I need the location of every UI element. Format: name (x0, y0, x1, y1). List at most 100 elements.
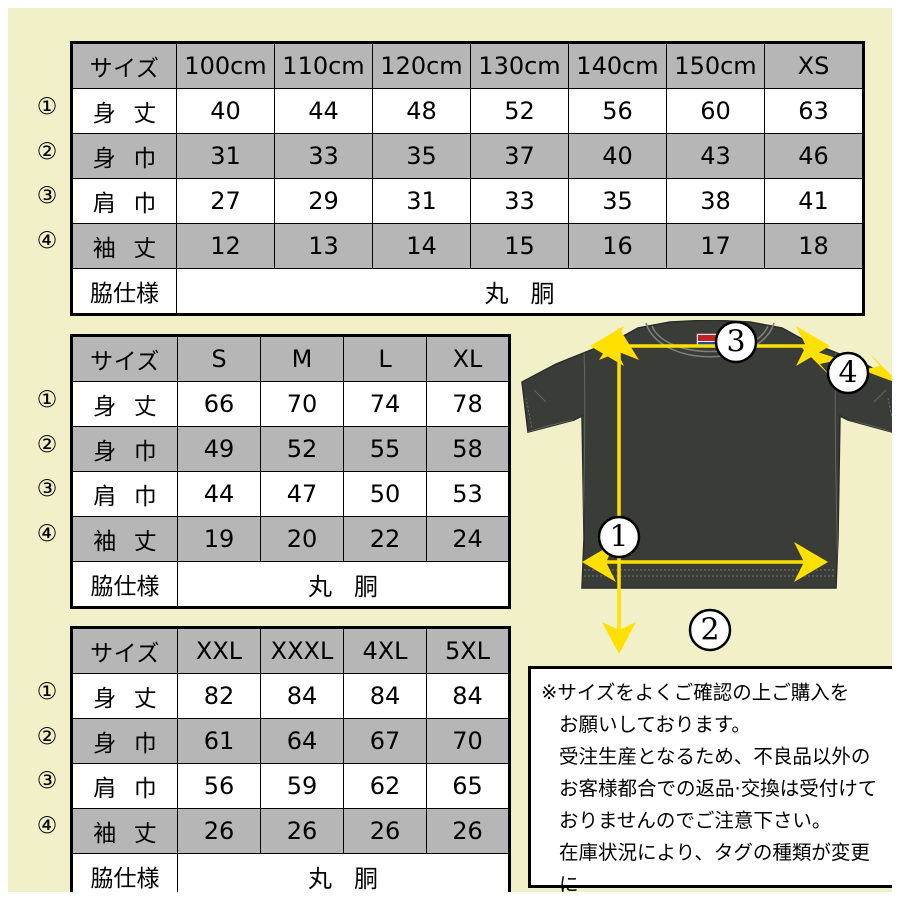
header-size-120cm: 120cm (372, 42, 471, 89)
table-row: 身 丈 66 70 74 78 (71, 381, 510, 427)
cell-sleeve-length-5xl: 26 (426, 808, 510, 854)
callout-body-length: 1 (597, 515, 641, 559)
callout-body-width: 2 (688, 608, 732, 652)
cell-sleeve-length-xxxl: 26 (260, 808, 344, 854)
callout-shoulder-width: 3 (714, 320, 758, 364)
row-label-body-width: 身 巾 (71, 718, 178, 764)
header-size-m: M (260, 335, 344, 382)
cell-body-width-5xl: 70 (426, 718, 510, 764)
row-label-sleeve-length: 袖 丈 (71, 223, 177, 269)
cell-shoulder-width-100cm: 27 (176, 178, 275, 224)
row-label-shoulder-width: 肩 巾 (71, 178, 177, 224)
marker-three-kids: ③ (36, 183, 58, 209)
header-size-label: サイズ (71, 42, 177, 89)
table-row: 身 丈 82 84 84 84 (71, 673, 510, 719)
row-label-body-width: 身 巾 (71, 133, 177, 179)
cell-body-length-5xl: 84 (426, 673, 510, 719)
table-row: 肩 巾 44 47 50 53 (71, 471, 510, 517)
cell-shoulder-width-xxxl: 59 (260, 763, 344, 809)
cell-body-length-xs: 63 (764, 88, 864, 134)
note-line-5: おりませんのでご注意下さい。 (559, 809, 832, 832)
header-size-s: S (177, 335, 261, 382)
header-size-xl: XL (426, 335, 510, 382)
cell-shoulder-width-130cm: 33 (470, 178, 569, 224)
cell-sleeve-length-120cm: 14 (372, 223, 471, 269)
header-size-110cm: 110cm (274, 42, 373, 89)
cell-sleeve-length-xl: 24 (426, 516, 510, 562)
cell-sleeve-length-4xl: 26 (343, 808, 427, 854)
marker-three-adult: ③ (36, 476, 58, 502)
cell-body-length-110cm: 44 (274, 88, 373, 134)
row-label-side-spec: 脇仕様 (71, 853, 178, 892)
cell-sleeve-length-m: 20 (260, 516, 344, 562)
size-table-kids: サイズ 100cm 110cm 120cm 130cm 140cm 150cm … (70, 41, 865, 316)
cell-body-length-m: 70 (260, 381, 344, 427)
table-row: 身 丈 40 44 48 52 56 60 63 (71, 88, 864, 134)
row-label-sleeve-length: 袖 丈 (71, 516, 178, 562)
cell-shoulder-width-120cm: 31 (372, 178, 471, 224)
row-label-shoulder-width: 肩 巾 (71, 471, 178, 517)
header-size-150cm: 150cm (666, 42, 765, 89)
table-row: 身 巾 49 52 55 58 (71, 426, 510, 472)
cell-body-width-100cm: 31 (176, 133, 275, 179)
cell-shoulder-width-150cm: 38 (666, 178, 765, 224)
cell-body-width-s: 49 (177, 426, 261, 472)
cell-shoulder-width-110cm: 29 (274, 178, 373, 224)
table-row: 肩 巾 27 29 31 33 35 38 41 (71, 178, 864, 224)
row-label-side-spec: 脇仕様 (71, 561, 178, 608)
cell-sleeve-length-110cm: 13 (274, 223, 373, 269)
header-size-140cm: 140cm (568, 42, 667, 89)
cell-body-length-xxl: 82 (177, 673, 261, 719)
callout-shoulder-width-label: 3 (726, 325, 745, 360)
cell-body-width-150cm: 43 (666, 133, 765, 179)
cell-shoulder-width-5xl: 65 (426, 763, 510, 809)
size-table-big: サイズ XXL XXXL 4XL 5XL 身 丈 82 84 84 84 身 巾… (70, 626, 511, 892)
marker-three-big: ③ (36, 768, 58, 794)
header-size-100cm: 100cm (176, 42, 275, 89)
marker-two-kids: ② (36, 139, 58, 165)
row-label-body-length: 身 丈 (71, 381, 178, 427)
row-label-body-width: 身 巾 (71, 426, 178, 472)
cell-shoulder-width-xs: 41 (764, 178, 864, 224)
header-size-xs: XS (764, 42, 864, 89)
table-row: 肩 巾 56 59 62 65 (71, 763, 510, 809)
cell-body-length-s: 66 (177, 381, 261, 427)
row-label-shoulder-width: 肩 巾 (71, 763, 178, 809)
cell-sleeve-length-150cm: 17 (666, 223, 765, 269)
cell-body-width-m: 52 (260, 426, 344, 472)
header-size-label: サイズ (71, 335, 178, 382)
marker-one-big: ① (36, 679, 58, 705)
cell-body-width-140cm: 40 (568, 133, 667, 179)
cell-body-length-140cm: 56 (568, 88, 667, 134)
cell-body-length-4xl: 84 (343, 673, 427, 719)
table-row: 袖 丈 19 20 22 24 (71, 516, 510, 562)
cell-shoulder-width-s: 44 (177, 471, 261, 517)
cell-sleeve-length-s: 19 (177, 516, 261, 562)
cell-shoulder-width-4xl: 62 (343, 763, 427, 809)
cell-sleeve-length-100cm: 12 (176, 223, 275, 269)
cell-body-length-xl: 78 (426, 381, 510, 427)
cell-body-length-100cm: 40 (176, 88, 275, 134)
header-size-130cm: 130cm (470, 42, 569, 89)
table-header-row: サイズ S M L XL (71, 335, 510, 382)
marker-two-big: ② (36, 724, 58, 750)
callout-sleeve-length-label: 4 (838, 356, 857, 391)
cell-body-width-130cm: 37 (470, 133, 569, 179)
note-line-2: お願いしております。 (559, 713, 751, 736)
marker-one-adult: ① (36, 387, 58, 413)
row-label-sleeve-length: 袖 丈 (71, 808, 178, 854)
marker-two-adult: ② (36, 432, 58, 458)
callout-body-width-label: 2 (700, 613, 719, 648)
table-footer-row: 脇仕様 丸 胴 (71, 268, 864, 315)
header-size-4xl: 4XL (343, 627, 427, 674)
purchase-note-box: ※サイズをよくご確認の上ご購入を お願いしております。 受注生産となるため、不良… (528, 666, 892, 892)
cell-body-length-130cm: 52 (470, 88, 569, 134)
note-line-3: 受注生産となるため、不良品以外の (559, 745, 871, 768)
cell-shoulder-width-l: 50 (343, 471, 427, 517)
marker-one-kids: ① (36, 94, 58, 120)
header-size-xxl: XXL (177, 627, 261, 674)
table-header-row: サイズ 100cm 110cm 120cm 130cm 140cm 150cm … (71, 42, 864, 89)
row-label-body-length: 身 丈 (71, 673, 178, 719)
table-row: 身 巾 61 64 67 70 (71, 718, 510, 764)
cell-body-width-110cm: 33 (274, 133, 373, 179)
